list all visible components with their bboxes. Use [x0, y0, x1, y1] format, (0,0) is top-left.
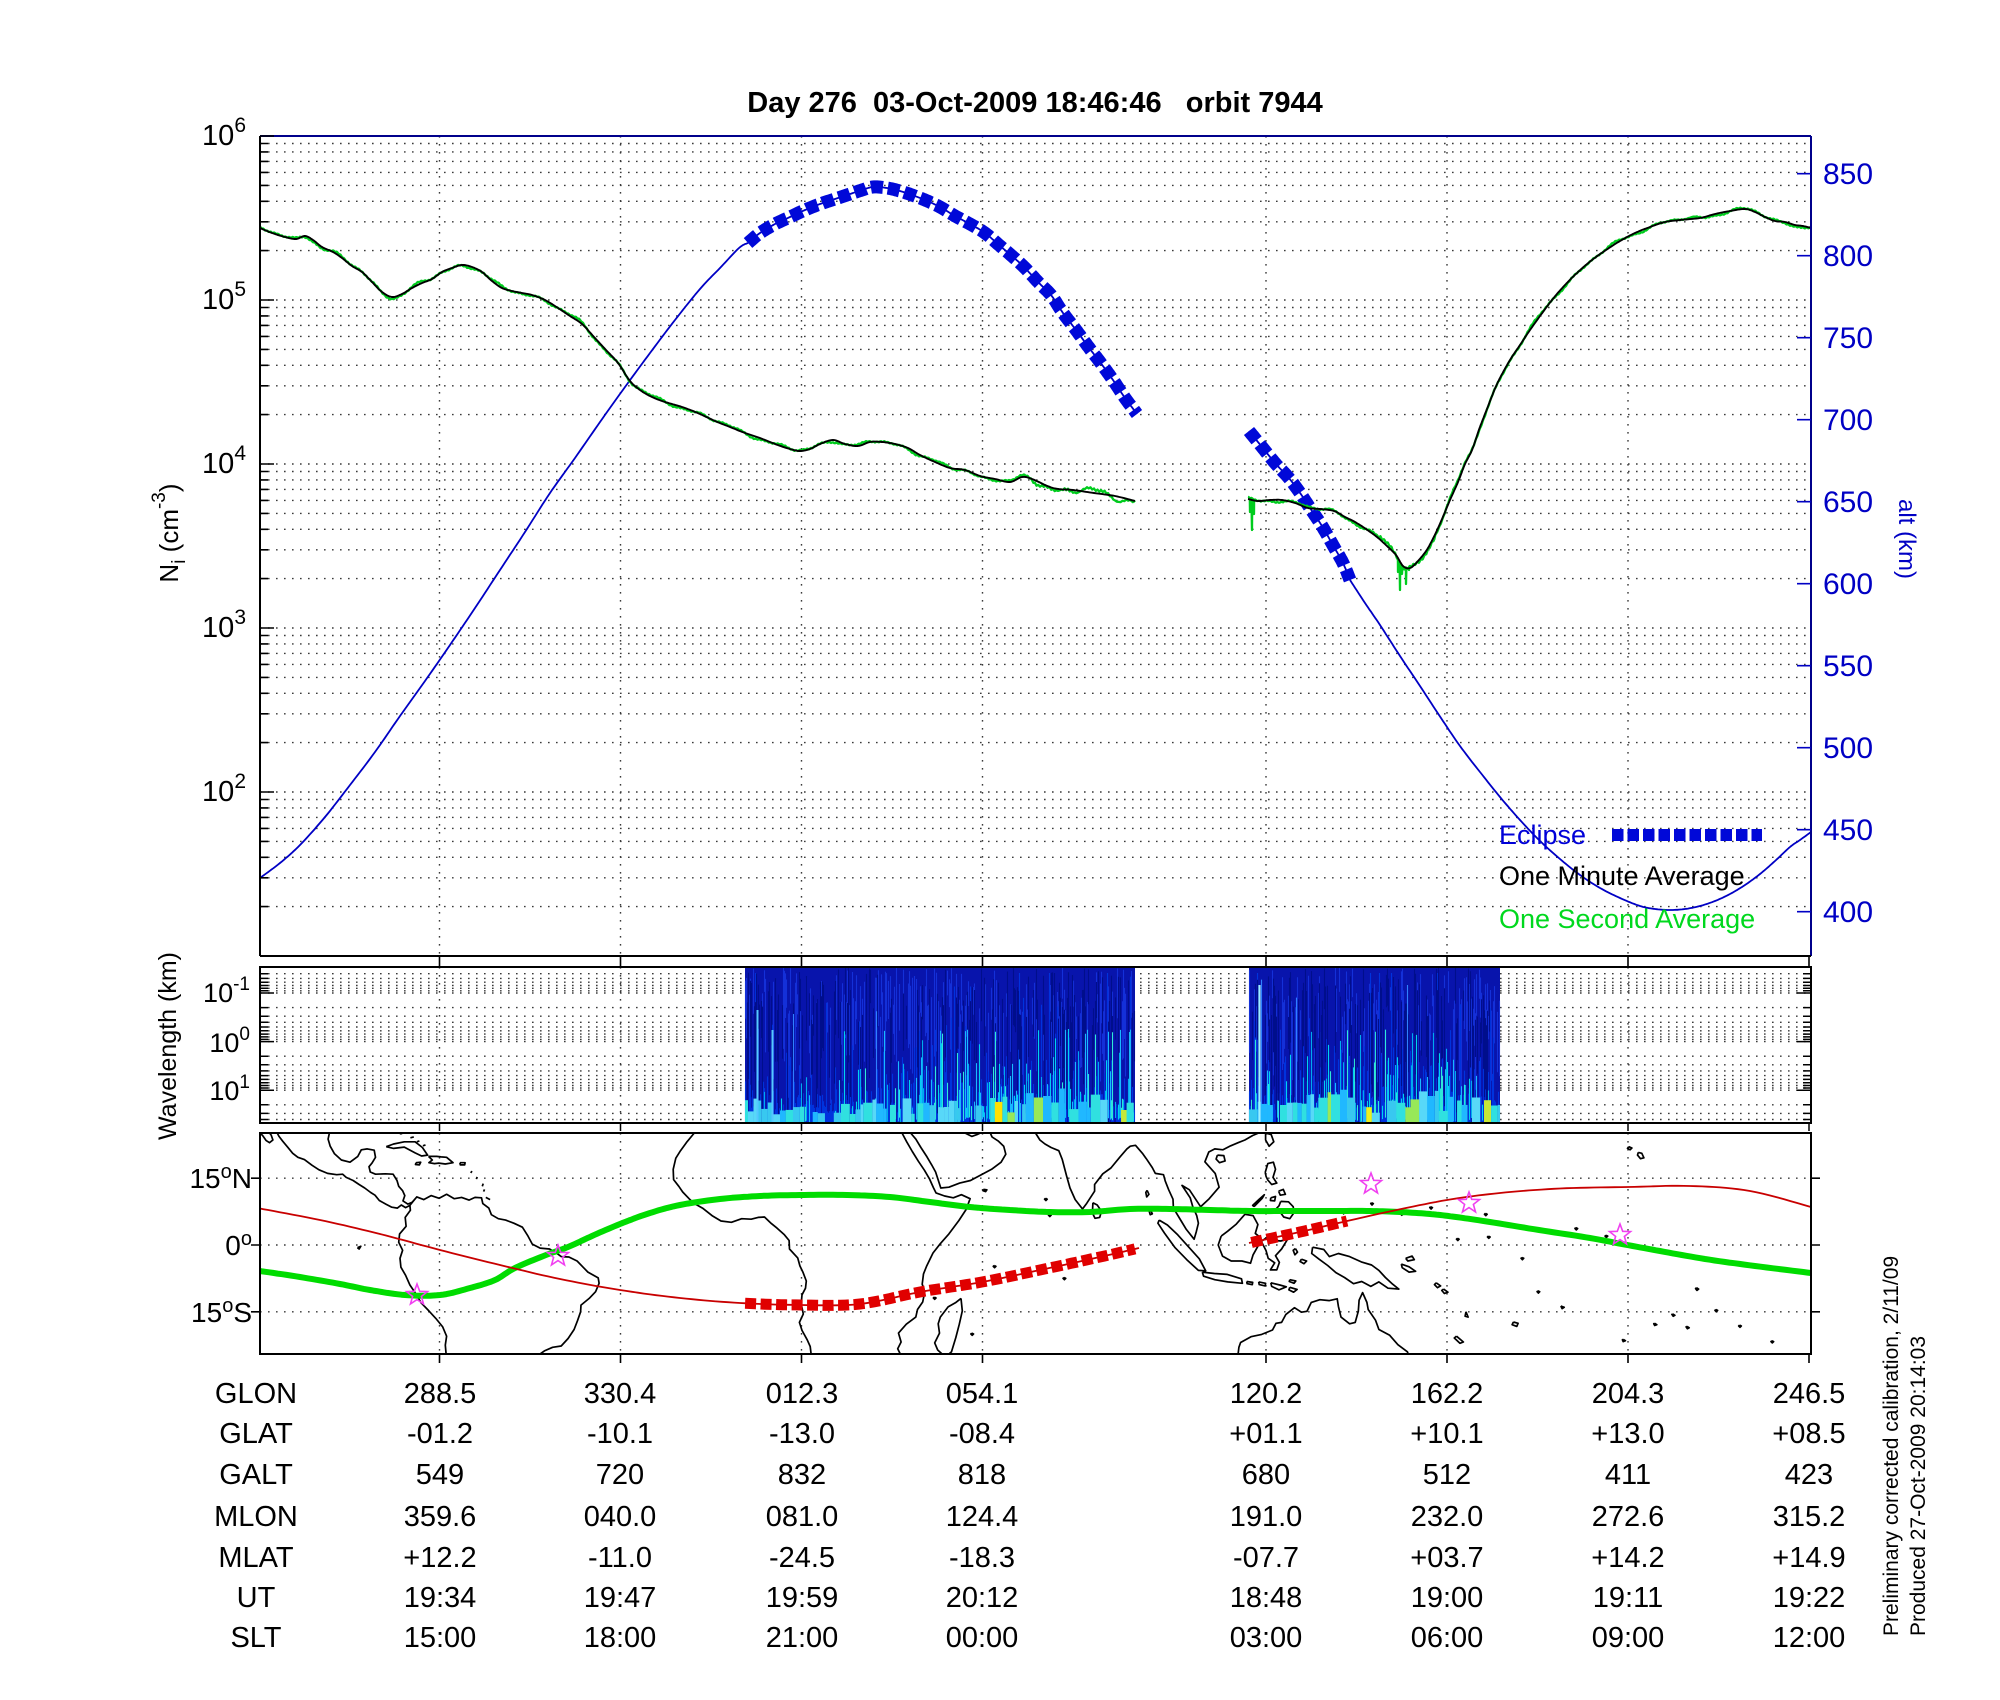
svg-text:Day 276 03-Oct-2009 18:46:46: Day 276 03-Oct-2009 18:46:46 orbit 7944 — [747, 87, 1323, 119]
svg-text:700: 700 — [1823, 404, 1873, 437]
svg-text:680: 680 — [1242, 1459, 1290, 1491]
svg-text:104: 104 — [202, 442, 246, 480]
svg-text:549: 549 — [416, 1459, 464, 1491]
svg-text:-01.2: -01.2 — [407, 1418, 473, 1450]
svg-text:19:59: 19:59 — [766, 1582, 839, 1614]
svg-text:19:34: 19:34 — [404, 1582, 477, 1614]
svg-text:+01.1: +01.1 — [1229, 1418, 1302, 1450]
svg-text:-24.5: -24.5 — [769, 1542, 835, 1574]
svg-text:+03.7: +03.7 — [1410, 1542, 1483, 1574]
svg-text:0o: 0o — [225, 1228, 252, 1261]
svg-text:359.6: 359.6 — [404, 1501, 477, 1533]
svg-text:012.3: 012.3 — [766, 1378, 839, 1410]
svg-text:288.5: 288.5 — [404, 1378, 477, 1410]
svg-text:15oS: 15oS — [191, 1295, 252, 1328]
svg-text:15oN: 15oN — [189, 1161, 252, 1194]
svg-text:-10.1: -10.1 — [587, 1418, 653, 1450]
svg-text:alt (km): alt (km) — [1893, 499, 1920, 579]
svg-text:12:00: 12:00 — [1773, 1622, 1846, 1654]
svg-text:+08.5: +08.5 — [1772, 1418, 1845, 1450]
svg-text:One Second Average: One Second Average — [1499, 904, 1755, 934]
svg-text:SLT: SLT — [230, 1622, 281, 1654]
svg-text:450: 450 — [1823, 814, 1873, 847]
svg-text:19:22: 19:22 — [1773, 1582, 1846, 1614]
svg-text:09:00: 09:00 — [1592, 1622, 1665, 1654]
svg-text:411: 411 — [1605, 1459, 1651, 1491]
svg-text:106: 106 — [202, 114, 246, 152]
svg-text:19:11: 19:11 — [1593, 1582, 1663, 1614]
svg-text:10-1: 10-1 — [203, 974, 250, 1008]
svg-text:720: 720 — [596, 1459, 644, 1491]
svg-text:MLAT: MLAT — [218, 1542, 293, 1574]
svg-text:272.6: 272.6 — [1592, 1501, 1665, 1533]
svg-text:GLAT: GLAT — [219, 1418, 293, 1450]
svg-text:Preliminary corrected calibrat: Preliminary corrected calibration, 2/11/… — [1880, 1256, 1903, 1636]
svg-text:+14.9: +14.9 — [1772, 1542, 1845, 1574]
svg-text:19:00: 19:00 — [1411, 1582, 1484, 1614]
svg-text:750: 750 — [1823, 322, 1873, 355]
svg-text:Ni (cm-3): Ni (cm-3) — [149, 483, 190, 582]
svg-text:21:00: 21:00 — [766, 1622, 839, 1654]
svg-text:315.2: 315.2 — [1773, 1501, 1846, 1533]
svg-text:500: 500 — [1823, 732, 1873, 765]
svg-text:-11.0: -11.0 — [588, 1542, 652, 1574]
svg-text:101: 101 — [209, 1072, 250, 1106]
svg-text:MLON: MLON — [214, 1501, 298, 1533]
svg-text:-07.7: -07.7 — [1233, 1542, 1299, 1574]
svg-text:18:00: 18:00 — [584, 1622, 657, 1654]
svg-text:03:00: 03:00 — [1230, 1622, 1303, 1654]
svg-text:330.4: 330.4 — [584, 1378, 657, 1410]
svg-text:-13.0: -13.0 — [769, 1418, 835, 1450]
svg-text:400: 400 — [1823, 896, 1873, 929]
svg-text:Eclipse: Eclipse — [1499, 820, 1586, 850]
svg-text:-18.3: -18.3 — [949, 1542, 1015, 1574]
svg-text:232.0: 232.0 — [1411, 1501, 1484, 1533]
svg-text:204.3: 204.3 — [1592, 1378, 1665, 1410]
svg-text:105: 105 — [202, 278, 246, 316]
svg-text:20:12: 20:12 — [946, 1582, 1019, 1614]
svg-text:100: 100 — [209, 1024, 250, 1058]
svg-text:600: 600 — [1823, 568, 1873, 601]
svg-text:102: 102 — [202, 770, 246, 808]
svg-text:GALT: GALT — [219, 1459, 293, 1491]
svg-text:850: 850 — [1823, 158, 1873, 191]
svg-text:One Minute Average: One Minute Average — [1499, 861, 1745, 891]
svg-text:UT: UT — [237, 1582, 276, 1614]
svg-text:800: 800 — [1823, 240, 1873, 273]
svg-text:+13.0: +13.0 — [1591, 1418, 1664, 1450]
svg-text:00:00: 00:00 — [946, 1622, 1019, 1654]
svg-text:081.0: 081.0 — [766, 1501, 839, 1533]
svg-text:103: 103 — [202, 606, 246, 644]
svg-text:15:00: 15:00 — [404, 1622, 477, 1654]
svg-text:124.4: 124.4 — [946, 1501, 1019, 1533]
svg-text:19:47: 19:47 — [584, 1582, 657, 1614]
svg-text:246.5: 246.5 — [1773, 1378, 1846, 1410]
svg-text:162.2: 162.2 — [1411, 1378, 1484, 1410]
svg-text:120.2: 120.2 — [1230, 1378, 1303, 1410]
svg-text:Wavelength (km): Wavelength (km) — [154, 952, 182, 1140]
svg-text:191.0: 191.0 — [1230, 1501, 1303, 1533]
svg-text:818: 818 — [958, 1459, 1006, 1491]
svg-text:18:48: 18:48 — [1230, 1582, 1303, 1614]
svg-text:832: 832 — [778, 1459, 826, 1491]
svg-text:423: 423 — [1785, 1459, 1833, 1491]
svg-text:06:00: 06:00 — [1411, 1622, 1484, 1654]
svg-text:+12.2: +12.2 — [403, 1542, 476, 1574]
svg-text:Produced 27-Oct-2009 20:14:03: Produced 27-Oct-2009 20:14:03 — [1907, 1336, 1930, 1636]
svg-text:-08.4: -08.4 — [949, 1418, 1015, 1450]
svg-text:GLON: GLON — [215, 1378, 297, 1410]
svg-text:+14.2: +14.2 — [1591, 1542, 1664, 1574]
svg-text:040.0: 040.0 — [584, 1501, 657, 1533]
svg-text:550: 550 — [1823, 650, 1873, 683]
svg-text:+10.1: +10.1 — [1410, 1418, 1483, 1450]
svg-text:650: 650 — [1823, 486, 1873, 519]
svg-text:512: 512 — [1423, 1459, 1471, 1491]
svg-text:054.1: 054.1 — [946, 1378, 1019, 1410]
